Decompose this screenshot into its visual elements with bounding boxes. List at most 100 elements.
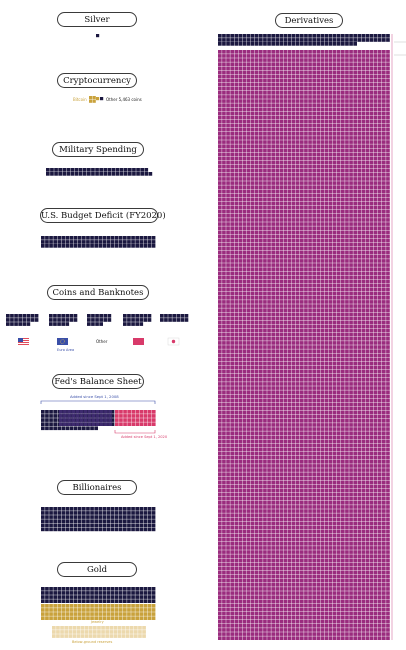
derivatives-cell: [291, 296, 296, 300]
derivatives-cell: [341, 95, 345, 99]
derivatives-cell: [357, 369, 362, 374]
derivatives-cell: [345, 382, 349, 386]
derivatives-cell: [291, 435, 296, 440]
derivatives-cell: [287, 152, 292, 157]
derivatives-cell: [353, 398, 357, 403]
derivatives-cell: [336, 410, 341, 415]
derivatives-cell: [336, 119, 341, 124]
derivatives-cell: [308, 349, 312, 353]
derivatives-cell: [226, 435, 230, 440]
derivatives-cell: [238, 242, 243, 247]
derivatives-cell: [295, 304, 300, 308]
derivatives-cell: [218, 144, 222, 148]
derivatives-cell: [271, 78, 275, 83]
derivatives-cell: [254, 484, 259, 489]
derivatives-cell: [246, 386, 251, 390]
derivatives-cell: [324, 312, 329, 317]
derivatives-cell: [259, 472, 263, 476]
derivatives-cell: [312, 394, 316, 399]
derivatives-cell: [246, 509, 251, 513]
derivatives-cell: [295, 62, 300, 66]
derivatives-cell: [382, 160, 386, 165]
derivatives-navy-cell: [279, 34, 284, 38]
derivatives-cell: [238, 312, 243, 317]
derivatives-cell: [312, 209, 316, 214]
derivatives-cell: [250, 337, 255, 341]
derivatives-cell: [263, 234, 267, 239]
derivatives-cell: [287, 197, 292, 202]
derivatives-cell: [328, 255, 333, 259]
derivatives-cell: [332, 419, 337, 423]
derivatives-cell: [218, 361, 222, 366]
derivatives-cell: [287, 193, 292, 198]
derivatives-cell: [242, 398, 247, 403]
derivatives-cell: [275, 132, 280, 136]
derivatives-cell: [328, 345, 333, 349]
derivatives-cell: [234, 308, 239, 312]
derivatives-navy-cell: [259, 34, 263, 38]
derivatives-cell: [291, 394, 296, 399]
derivatives-cell: [341, 66, 345, 71]
derivatives-cell: [382, 398, 386, 403]
derivatives-cell: [332, 115, 337, 120]
derivatives-cell: [320, 111, 325, 116]
derivatives-cell: [382, 435, 386, 440]
derivatives-cell: [361, 54, 366, 58]
derivatives-cell: [386, 332, 390, 337]
derivatives-cell: [287, 398, 292, 403]
derivatives-cell: [300, 91, 304, 95]
derivatives-cell: [345, 91, 349, 95]
derivatives-cell: [332, 242, 337, 247]
derivatives-cell: [369, 82, 374, 87]
derivatives-cell: [332, 160, 337, 165]
derivatives-cell: [238, 103, 243, 107]
derivatives-cell: [365, 447, 370, 452]
derivatives-cell: [349, 427, 353, 431]
derivatives-cell: [295, 316, 300, 321]
derivatives-cell: [259, 447, 263, 452]
derivatives-cell: [386, 419, 390, 423]
derivatives-cell: [349, 62, 353, 66]
derivatives-cell: [365, 394, 370, 399]
derivatives-cell: [295, 390, 300, 394]
derivatives-cell: [234, 156, 239, 161]
derivatives-cell: [353, 205, 357, 210]
derivatives-cell: [263, 226, 267, 230]
derivatives-cell: [230, 390, 234, 394]
derivatives-cell: [373, 357, 378, 362]
derivatives-cell: [218, 86, 222, 91]
derivatives-cell: [324, 250, 329, 255]
derivatives-cell: [336, 263, 341, 267]
derivatives-cell: [271, 439, 275, 444]
derivatives-cell: [234, 50, 239, 54]
derivatives-cell: [254, 119, 259, 124]
derivatives-cell: [267, 234, 271, 239]
derivatives-cell: [369, 386, 374, 390]
derivatives-cell: [300, 460, 304, 464]
derivatives-cell: [357, 222, 362, 226]
derivatives-cell: [386, 160, 390, 165]
derivatives-cell: [242, 365, 247, 370]
derivatives-cell: [341, 328, 345, 333]
derivatives-cell: [349, 189, 353, 194]
derivatives-cell: [373, 62, 378, 66]
derivatives-cell: [316, 246, 321, 251]
derivatives-cell: [271, 173, 275, 177]
derivatives-cell: [263, 455, 267, 460]
derivatives-cell: [312, 275, 316, 280]
derivatives-cell: [291, 91, 296, 95]
derivatives-cell: [295, 398, 300, 403]
derivatives-cell: [324, 99, 329, 103]
derivatives-cell: [365, 464, 370, 468]
derivatives-cell: [353, 316, 357, 321]
derivatives-cell: [259, 345, 263, 349]
derivatives-cell: [361, 70, 366, 75]
derivatives-cell: [308, 501, 312, 505]
derivatives-cell: [226, 328, 230, 333]
derivatives-cell: [377, 181, 382, 185]
derivatives-cell: [238, 246, 243, 251]
derivatives-cell: [238, 300, 243, 304]
derivatives-cell: [316, 132, 321, 136]
derivatives-cell: [312, 406, 316, 411]
derivatives-cell: [230, 464, 234, 468]
